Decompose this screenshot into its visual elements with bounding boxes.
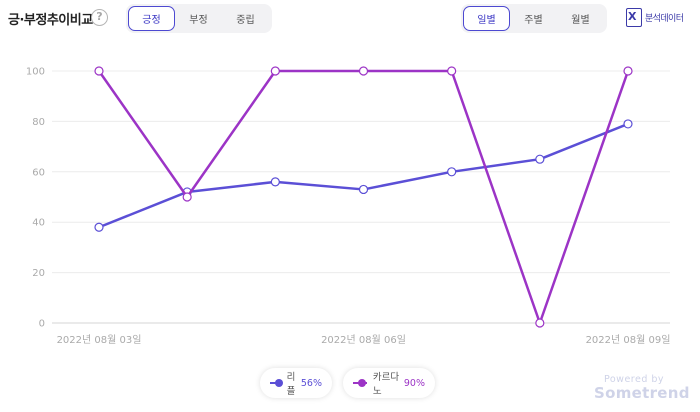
tab-daily[interactable]: 일별 — [463, 6, 510, 31]
legend-cardano-name: 카르다노 — [372, 372, 400, 397]
y-tick-label: 100 — [26, 67, 45, 78]
ripple-data-point — [358, 184, 369, 195]
tab-negative[interactable]: 부정 — [189, 15, 208, 26]
powered-by-text: Powered by — [603, 374, 665, 385]
ripple-series-line — [98, 122, 629, 229]
section-title: 긍·부정추이비교 — [8, 13, 93, 28]
y-tick-label: 40 — [32, 218, 45, 229]
y-tick-label: 20 — [32, 268, 45, 279]
help-icon[interactable]: ? — [91, 9, 108, 26]
cardano-data-point — [447, 66, 457, 76]
x-tick-label: 2022년 08월 06일 — [321, 334, 406, 346]
y-tick-label: 0 — [39, 319, 45, 330]
cardano-data-point — [358, 66, 369, 76]
ripple-series-marker — [270, 378, 283, 388]
powered-by-logo: Powered by Sometrend — [594, 374, 690, 402]
legend-cardano-percent: 90% — [403, 377, 425, 389]
ripple-data-point — [623, 119, 633, 129]
cardano-series-line — [97, 69, 630, 325]
legend-item-cardano[interactable]: 카르다노 90% — [343, 368, 435, 398]
tab-neutral[interactable]: 중립 — [236, 15, 255, 26]
tab-positive[interactable]: 긍정 — [128, 6, 175, 31]
cardano-series-marker — [353, 378, 367, 388]
cardano-data-point — [182, 192, 192, 202]
cardano-data-point — [270, 66, 280, 76]
brand-name: Sometrend — [594, 384, 690, 402]
legend-item-ripple[interactable]: 리플 56% — [260, 368, 332, 398]
analysis-data-download-button[interactable]: X 분석데이터 — [626, 8, 684, 27]
y-tick-label: 60 — [32, 167, 45, 178]
ripple-data-point — [535, 154, 545, 164]
x-tick-label: 2022년 08월 09일 — [586, 334, 671, 346]
tab-weekly[interactable]: 주별 — [524, 15, 543, 26]
ripple-data-point — [270, 177, 280, 187]
cardano-data-point — [94, 66, 104, 76]
cardano-data-point — [623, 66, 633, 76]
analysis-data-label: 분석데이터 — [645, 14, 684, 24]
legend-ripple-name: 리플 — [286, 372, 296, 397]
ripple-data-point — [447, 167, 457, 177]
y-tick-label: 80 — [32, 117, 45, 128]
sentiment-tab-group: 긍정 부정 중립 — [126, 4, 272, 33]
cardano-data-point — [535, 318, 545, 328]
legend-ripple-percent: 56% — [300, 377, 322, 389]
excel-icon: X — [626, 8, 642, 27]
x-tick-label: 2022년 08월 03일 — [57, 334, 142, 346]
period-tab-group: 일별 주별 월별 — [461, 4, 607, 33]
ripple-data-point — [94, 222, 104, 232]
tab-monthly[interactable]: 월별 — [571, 15, 590, 26]
